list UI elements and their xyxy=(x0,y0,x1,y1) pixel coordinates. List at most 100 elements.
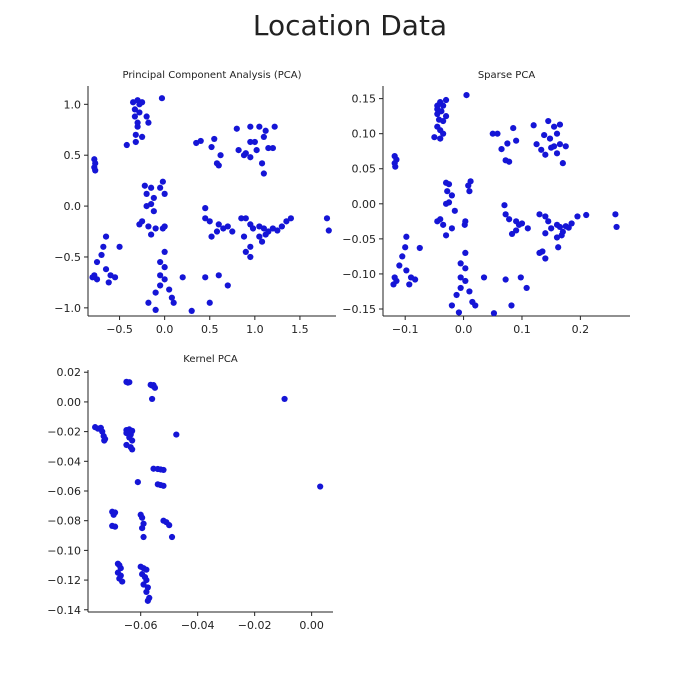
pca-point xyxy=(143,202,150,210)
sparse-pca-point xyxy=(442,113,450,120)
pca-title: Principal Component Analysis (PCA) xyxy=(122,70,301,81)
sparse-pca-point xyxy=(538,146,545,153)
sparse-pca-point xyxy=(553,234,561,241)
kernel-pca-point xyxy=(143,576,150,584)
pca-point xyxy=(105,279,112,286)
kernel-pca-y-tick-label: −0.10 xyxy=(47,544,81,557)
sparse-pca-point xyxy=(515,221,523,228)
pca-point xyxy=(131,113,138,120)
pca-point xyxy=(157,258,164,266)
sparse-pca-point xyxy=(506,158,513,165)
pca-point xyxy=(152,289,159,296)
sparse-pca-point xyxy=(490,310,498,317)
kernel-pca-point xyxy=(151,384,159,391)
pca-point xyxy=(247,154,254,161)
sparse-pca-point xyxy=(402,244,409,251)
kernel-pca-point xyxy=(111,509,119,516)
sparse-pca-point xyxy=(541,131,548,139)
sparse-pca-point xyxy=(396,262,403,269)
sparse-pca-point xyxy=(548,225,555,232)
pca-x-tick-label: 1.0 xyxy=(246,323,264,336)
pca-point xyxy=(116,243,123,250)
pca-point xyxy=(229,228,236,235)
pca-x-tick-label: 0.5 xyxy=(201,323,219,336)
sparse-pca-point xyxy=(466,288,473,295)
sparse-pca-point xyxy=(440,102,447,109)
pca-point xyxy=(197,137,204,145)
sparse-pca-point xyxy=(574,213,581,220)
pca-point xyxy=(161,223,168,230)
sparse-pca-point xyxy=(445,181,453,188)
sparse-pca-point xyxy=(542,230,549,237)
kernel-pca-point xyxy=(101,435,109,443)
kernel-pca-point xyxy=(317,483,324,490)
kernel-pca-point xyxy=(173,431,180,438)
pca-point xyxy=(161,264,168,271)
sparse-pca-point xyxy=(416,244,423,252)
pca-y-tick-label: 1.0 xyxy=(64,98,82,111)
pca-point xyxy=(283,218,290,225)
pca-point xyxy=(206,218,213,225)
kernel-pca-point xyxy=(143,566,150,573)
sparse-pca-point xyxy=(559,228,566,235)
sparse-pca-point xyxy=(583,211,590,219)
pca-point xyxy=(98,251,105,259)
pca-point xyxy=(233,125,240,132)
pca-point xyxy=(217,152,224,159)
sparse-pca-point xyxy=(455,309,463,316)
pca-point xyxy=(215,221,222,228)
pca-point xyxy=(159,178,166,185)
sparse-pca-point xyxy=(462,249,469,256)
kernel-pca-x-tick-label: −0.02 xyxy=(238,619,272,632)
sparse-pca-point xyxy=(502,211,509,218)
kernel-pca-point xyxy=(119,578,126,585)
sparse-pca-point xyxy=(555,244,562,251)
sparse-pca-y-tick-label: 0.05 xyxy=(352,163,377,176)
sparse-pca-point xyxy=(457,260,464,267)
sparse-pca-point xyxy=(556,121,564,128)
pca-point xyxy=(215,272,222,279)
sparse-pca-point xyxy=(513,227,520,234)
sparse-pca-point xyxy=(451,207,458,214)
pca-point xyxy=(202,215,209,222)
kernel-pca-panel: Kernel PCA −0.06 −0.04 −0.02 0.00 0.02 0.00 −0.… xyxy=(47,354,333,632)
sparse-pca-point xyxy=(462,277,469,285)
pca-point xyxy=(325,227,332,234)
kernel-pca-point xyxy=(117,565,124,572)
sparse-pca-point xyxy=(403,267,410,274)
pca-point xyxy=(157,282,164,289)
pca-y-tick-label: −1.0 xyxy=(54,302,81,315)
sparse-pca-y-tick-label: 0.10 xyxy=(352,128,377,141)
sparse-pca-x-tick-label: 0.2 xyxy=(572,323,590,336)
pca-point xyxy=(240,233,248,240)
pca-point xyxy=(161,190,168,197)
pca-point xyxy=(157,184,164,191)
pca-point xyxy=(265,144,272,152)
kernel-pca-y-tick-label: 0.02 xyxy=(57,366,82,379)
kernel-pca-point xyxy=(126,379,133,386)
pca-point xyxy=(260,170,267,177)
pca-point xyxy=(220,225,227,232)
pca-point xyxy=(258,160,266,167)
sparse-pca-point xyxy=(556,223,564,231)
panels: Principal Component Analysis (PCA) −0.5 0.… xyxy=(47,70,630,632)
sparse-pca-point xyxy=(542,213,549,220)
pca-point xyxy=(150,194,157,202)
pca-x-tick-label: −0.5 xyxy=(106,323,133,336)
sparse-pca-point xyxy=(442,96,450,104)
figure-title: Location Data xyxy=(253,9,447,42)
pca-point xyxy=(102,266,110,273)
sparse-pca-point xyxy=(440,117,447,125)
pca-point xyxy=(136,109,143,116)
sparse-pca-point xyxy=(434,110,441,118)
pca-panel: Principal Component Analysis (PCA) −0.5 0.… xyxy=(54,70,336,336)
pca-point xyxy=(145,223,152,230)
sparse-pca-point xyxy=(399,253,406,260)
sparse-pca-point xyxy=(502,276,509,283)
sparse-pca-point xyxy=(489,130,496,137)
pca-point xyxy=(247,123,254,130)
pca-point xyxy=(260,225,267,232)
pca-point xyxy=(242,215,249,222)
sparse-pca-point xyxy=(444,188,451,195)
